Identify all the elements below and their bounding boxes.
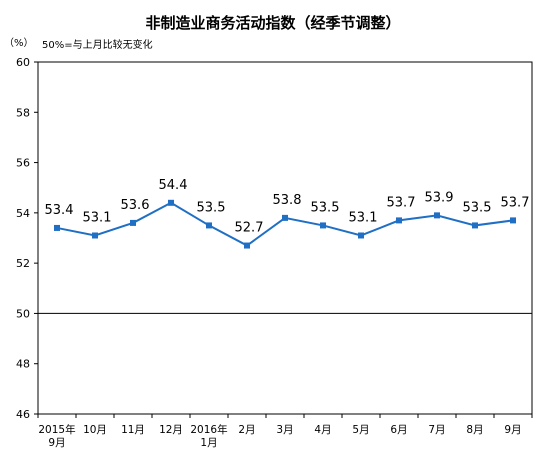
data-point <box>206 222 212 229</box>
reference-note: 50%=与上月比较无变化 <box>42 38 153 51</box>
axes <box>37 61 533 415</box>
data-point <box>92 232 98 239</box>
y-tick-label: 56 <box>16 157 30 170</box>
x-tick-label: 3月 <box>276 424 293 436</box>
x-tick-label: 10月 <box>83 424 107 436</box>
data-labels: 53.4 53.1 53.6 54.4 53.5 52.7 53.8 53.5 53.1 53.7… <box>45 178 530 236</box>
data-label: 52.7 <box>235 221 264 236</box>
data-point <box>168 199 174 206</box>
x-tick-label: 7月 <box>428 424 445 436</box>
x-tick-label: 5月 <box>352 424 369 436</box>
x-tick-label: 4月 <box>314 424 331 436</box>
data-label: 53.1 <box>83 210 112 225</box>
x-tick-label: 2月 <box>238 424 255 436</box>
x-tick-label: 8月 <box>466 424 483 436</box>
x-tick-label: 2016年 1月 <box>190 423 227 449</box>
data-label: 53.5 <box>463 200 492 215</box>
data-point <box>434 212 440 219</box>
data-point <box>396 217 402 224</box>
data-point <box>358 232 364 239</box>
data-label: 53.6 <box>121 198 150 213</box>
x-tick-label: 11月 <box>121 424 145 436</box>
data-label: 53.8 <box>273 193 302 208</box>
y-tick-label: 54 <box>16 207 30 220</box>
y-tick-label: 48 <box>16 358 30 371</box>
x-tick-labels: 2015年 9月 10月 11月 12月 2016年 1月 2月 3月 4月 5月 6月 7月 8月 9月 <box>37 414 533 449</box>
x-tick-label: 2015年 9月 <box>38 423 75 449</box>
data-point <box>472 222 478 229</box>
data-label: 53.1 <box>349 210 378 225</box>
series <box>54 199 516 249</box>
data-label: 53.5 <box>197 200 226 215</box>
y-tick-labels: 46 48 50 52 54 56 58 60 <box>16 56 38 421</box>
data-label: 53.7 <box>501 195 530 210</box>
chart-title: 非制造业商务活动指数（经季节调整） <box>145 14 400 32</box>
y-tick-label: 46 <box>16 408 30 421</box>
data-point <box>244 242 250 249</box>
data-point <box>54 224 60 231</box>
y-tick-label: 60 <box>16 56 30 69</box>
data-point <box>282 214 288 221</box>
y-tick-label: 52 <box>16 257 30 270</box>
y-tick-label: 50 <box>16 307 30 320</box>
data-label: 54.4 <box>159 178 188 193</box>
x-tick-label: 9月 <box>504 424 521 436</box>
y-tick-label: 58 <box>16 106 30 119</box>
x-tick-label: 6月 <box>390 424 407 436</box>
data-label: 53.7 <box>387 195 416 210</box>
plot-frame <box>37 61 533 415</box>
data-point <box>130 219 136 226</box>
x-tick-label: 12月 <box>159 424 183 436</box>
data-label: 53.5 <box>311 200 340 215</box>
unit-label: （%） <box>4 37 34 49</box>
data-point <box>510 217 516 224</box>
data-label: 53.4 <box>45 203 74 218</box>
data-label: 53.9 <box>425 190 454 205</box>
data-point <box>320 222 326 229</box>
